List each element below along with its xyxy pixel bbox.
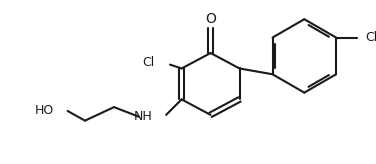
Text: Cl: Cl — [142, 56, 155, 69]
Text: NH: NH — [134, 110, 153, 123]
Text: O: O — [205, 12, 216, 26]
Text: Cl: Cl — [365, 31, 376, 44]
Text: HO: HO — [35, 104, 54, 117]
